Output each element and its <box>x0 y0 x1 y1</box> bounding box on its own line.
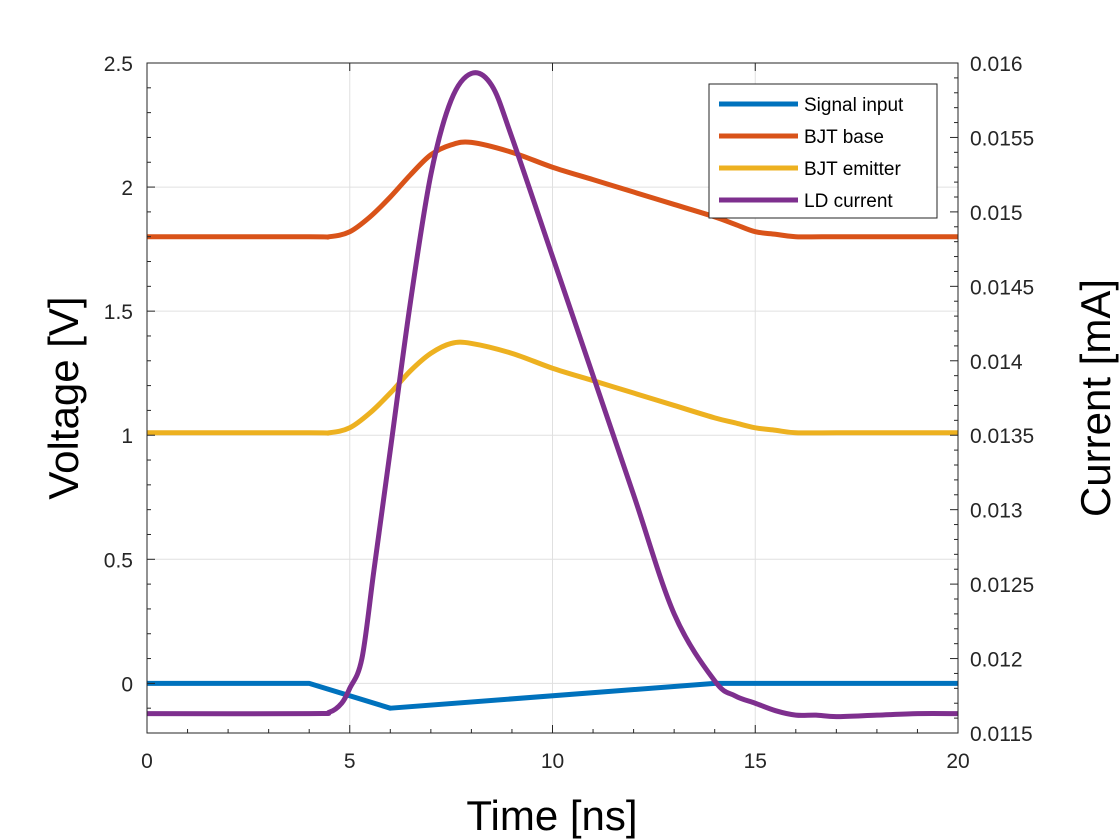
legend-label: BJT base <box>804 127 884 148</box>
x-tick-label: 0 <box>141 750 153 773</box>
legend: Signal input BJT base BJT emitter LD curren… <box>708 83 938 219</box>
y-right-tick-label: 0.0135 <box>970 425 1034 448</box>
y-right-tick-label: 0.0145 <box>970 276 1034 299</box>
series-lines <box>146 70 959 720</box>
x-tick-label: 10 <box>541 750 564 773</box>
y-right-tick-label: 0.013 <box>970 500 1023 523</box>
y-right-tick-label: 0.0155 <box>970 127 1034 150</box>
y-right-tick-label: 0.015 <box>970 202 1023 225</box>
y-right-tick-label: 0.0115 <box>970 723 1033 746</box>
series-line-bjt-base <box>146 139 958 240</box>
series-line-signal-input <box>147 680 958 711</box>
y-left-tick-label: 0 <box>121 673 133 696</box>
y-axis-left-title: Voltage [V] <box>40 296 87 499</box>
y-left-tick-label: 2.5 <box>104 53 133 76</box>
x-tick-label: 20 <box>946 750 969 773</box>
legend-label: BJT emitter <box>804 159 901 180</box>
y-right-tick-label: 0.016 <box>970 53 1023 76</box>
y-right-tick-label: 0.0125 <box>970 574 1034 597</box>
series-line-bjt-emitter <box>147 339 958 436</box>
legend-label: Signal input <box>804 95 904 116</box>
x-tick-label: 5 <box>344 750 356 773</box>
y-right-tick-label: 0.012 <box>970 649 1023 672</box>
y-left-tick-label: 1.5 <box>104 301 133 324</box>
y-left-tick-label: 0.5 <box>104 549 133 572</box>
y-left-tick-label: 1 <box>121 425 133 448</box>
series-line-ld-current <box>146 70 959 720</box>
y-left-tick-label: 2 <box>121 177 133 200</box>
x-tick-label: 15 <box>744 750 767 773</box>
x-axis-title: Time [ns] <box>466 792 637 839</box>
legend-label: LD current <box>804 191 893 212</box>
y-right-tick-label: 0.014 <box>970 351 1023 374</box>
y-axis-right-title: Current [mA] <box>1072 279 1119 517</box>
axes: 0 5 10 15 20 0 0.5 1 1.5 2 2.5 0.0115 0.012 0.0125 0.0… <box>104 53 1034 773</box>
